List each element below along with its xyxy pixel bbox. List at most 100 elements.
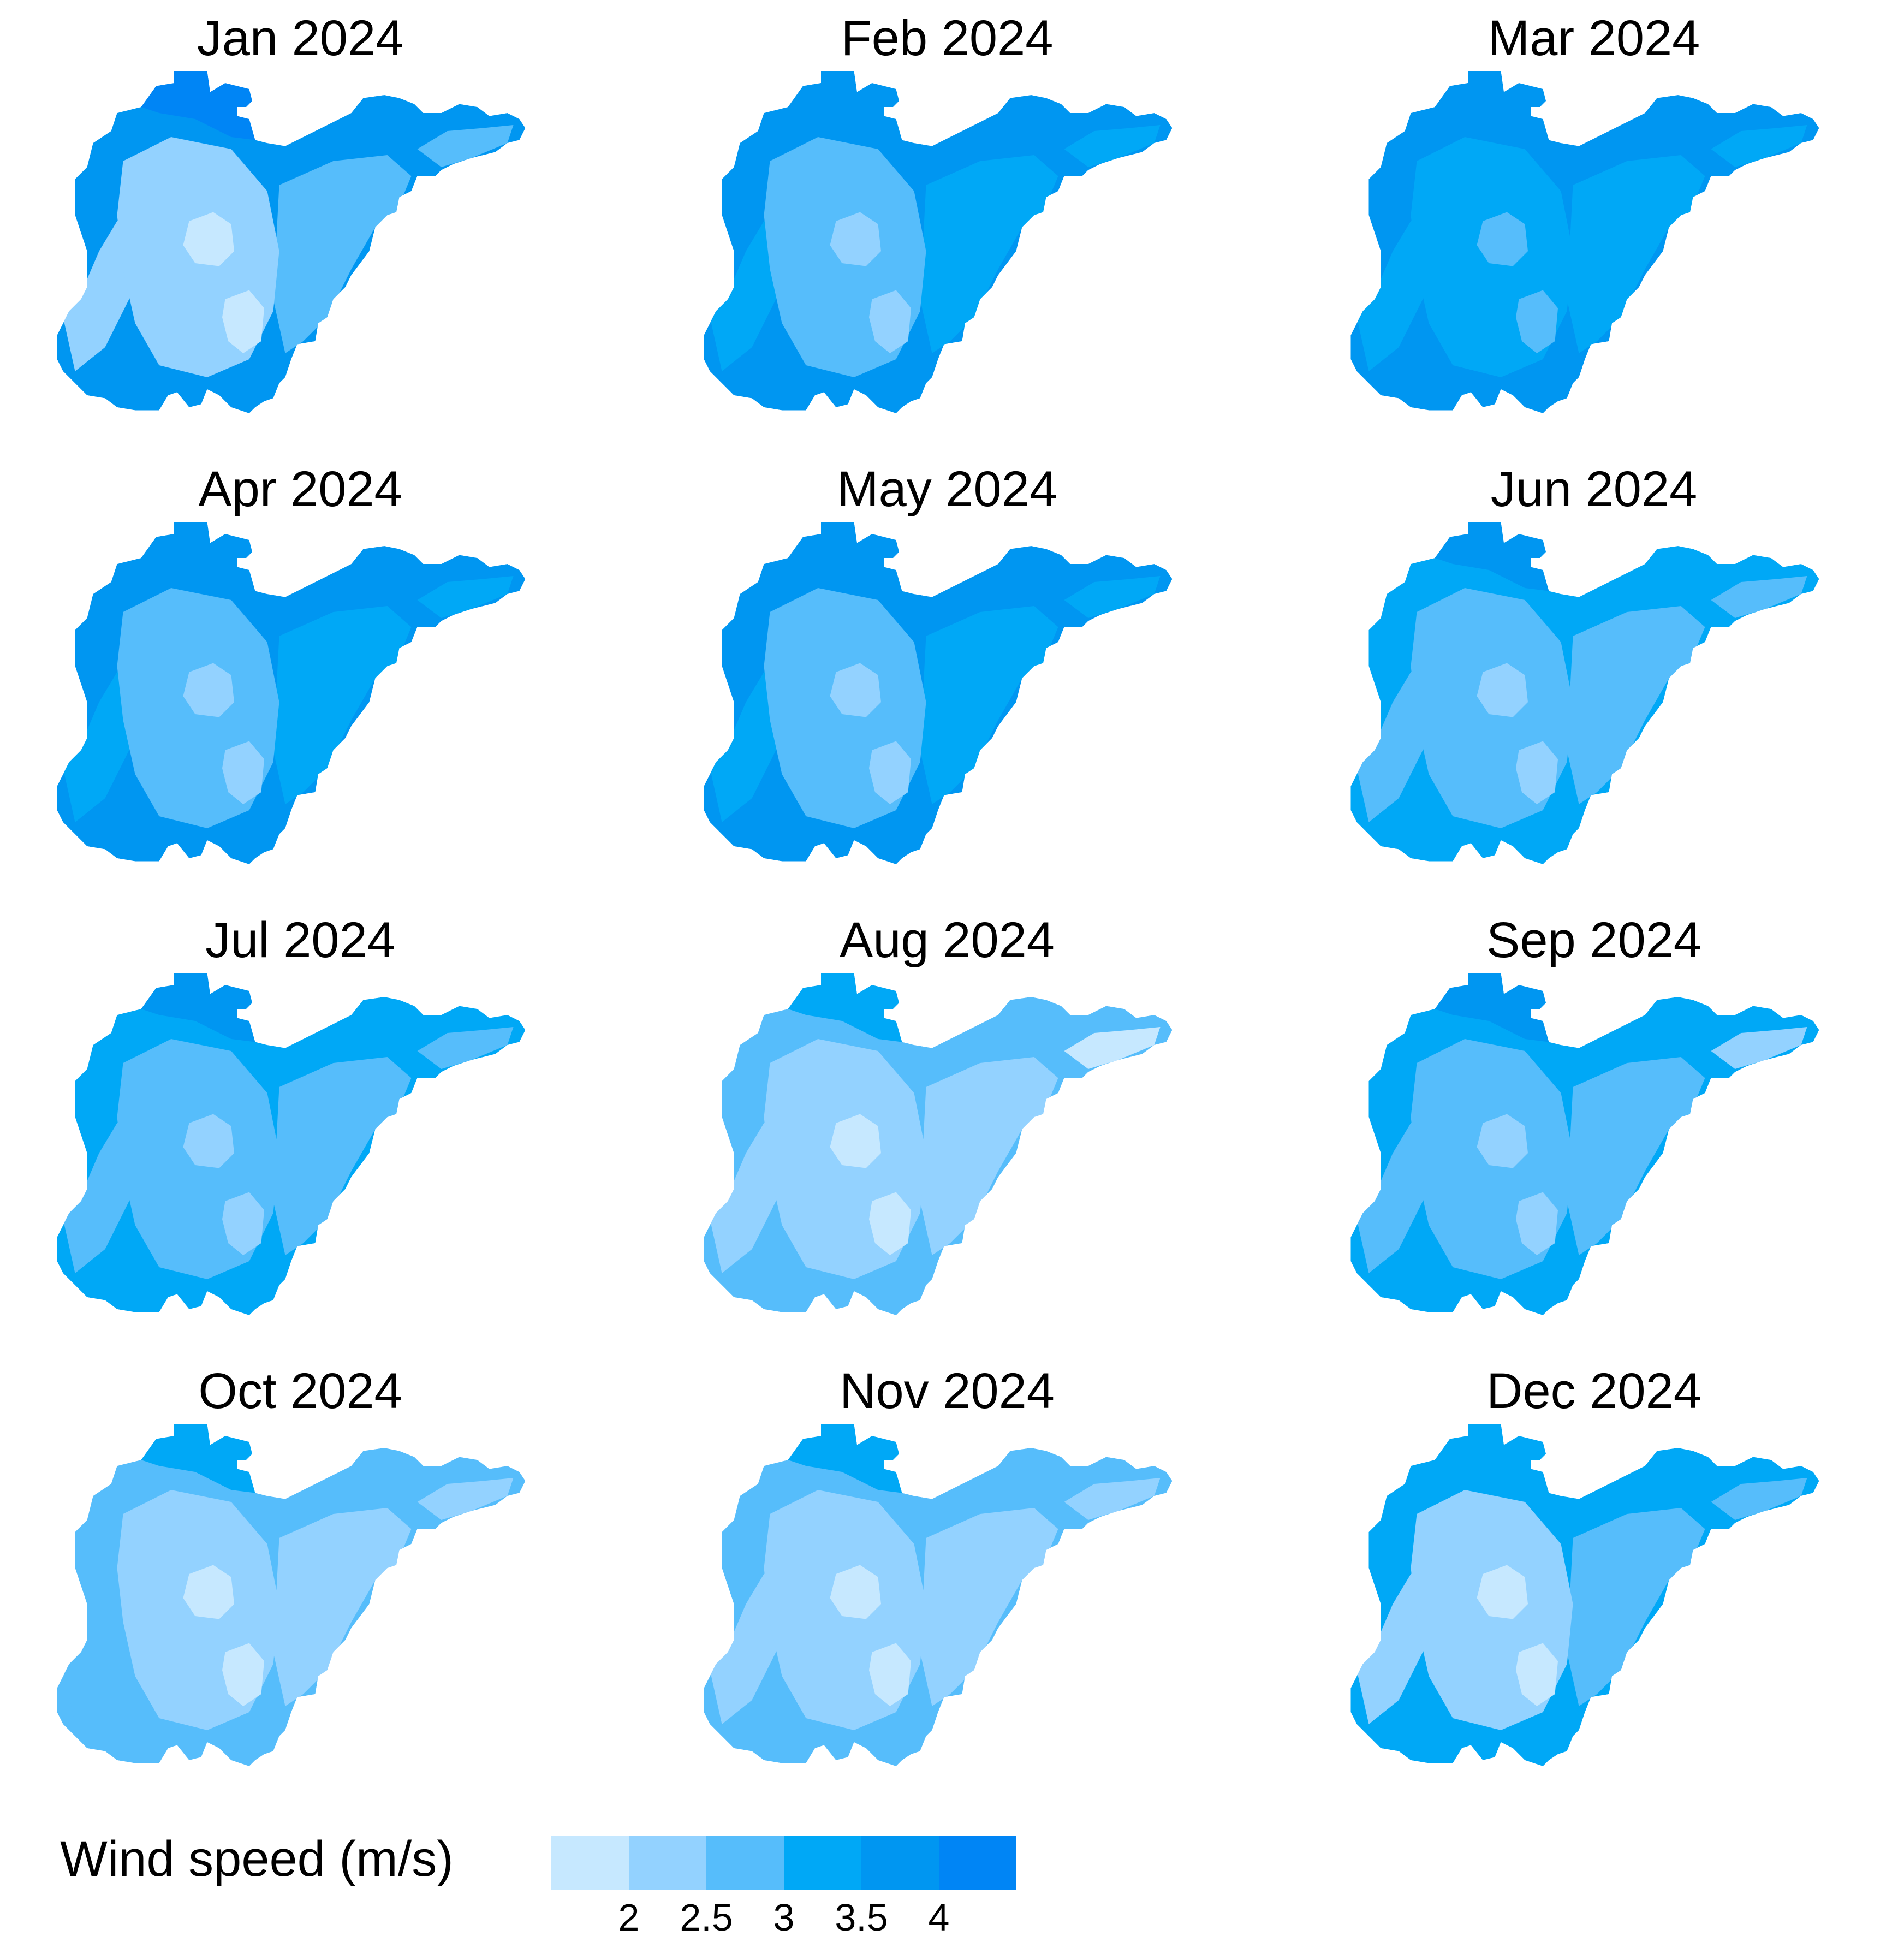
wind-speed-map	[57, 522, 526, 864]
region-center	[830, 1114, 881, 1168]
region-south	[1516, 290, 1558, 353]
region-south	[222, 741, 264, 804]
panel-title: Jun 2024	[1490, 461, 1698, 517]
region-east	[1567, 155, 1705, 353]
region-peninsula	[1711, 125, 1807, 167]
panel-title: Nov 2024	[840, 1363, 1055, 1419]
wind-speed-map	[1350, 522, 1819, 864]
region-east	[920, 155, 1058, 353]
region-south	[222, 1192, 264, 1255]
panel-title: Jan 2024	[197, 10, 404, 66]
region-north	[788, 973, 902, 1042]
panel-title: Aug 2024	[840, 912, 1055, 968]
region-north	[1435, 71, 1549, 140]
region-peninsula	[417, 576, 514, 618]
panel-title: Dec 2024	[1486, 1363, 1701, 1419]
region-east	[273, 606, 412, 804]
legend-tick-label: 3	[773, 1896, 795, 1939]
region-center	[830, 212, 881, 266]
region-peninsula	[1064, 125, 1161, 167]
region-center	[1477, 212, 1528, 266]
region-east	[273, 155, 412, 353]
map-panel: Aug 2024	[647, 902, 1247, 1352]
region-south	[1516, 1192, 1558, 1255]
region-peninsula	[1064, 576, 1161, 618]
panel-title: Apr 2024	[198, 461, 402, 517]
region-peninsula	[417, 1027, 514, 1069]
region-north	[788, 522, 902, 591]
region-north	[141, 71, 255, 140]
region-peninsula	[417, 125, 514, 167]
legend-swatch	[939, 1836, 1016, 1890]
region-north	[788, 71, 902, 140]
region-north	[141, 973, 255, 1042]
region-north	[141, 522, 255, 591]
panel-title: Mar 2024	[1487, 10, 1700, 66]
panel-title: Jul 2024	[205, 912, 395, 968]
map-panel: Feb 2024	[647, 0, 1247, 450]
map-panel: Dec 2024	[1294, 1353, 1894, 1803]
region-south	[1516, 741, 1558, 804]
wind-speed-map	[1350, 71, 1819, 413]
region-center	[1477, 1565, 1528, 1619]
region-east	[920, 1057, 1058, 1255]
region-center	[830, 1565, 881, 1619]
wind-speed-map	[57, 1424, 526, 1766]
region-south	[869, 290, 911, 353]
region-south	[869, 1643, 911, 1706]
region-south	[869, 1192, 911, 1255]
wind-speed-map	[704, 973, 1173, 1315]
region-east	[920, 1508, 1058, 1706]
region-peninsula	[1711, 1478, 1807, 1520]
region-peninsula	[417, 1478, 514, 1520]
legend-tick-label: 4	[928, 1896, 950, 1939]
region-center	[1477, 663, 1528, 717]
region-peninsula	[1711, 1027, 1807, 1069]
wind-speed-map	[57, 973, 526, 1315]
legend-tick-label: 2	[618, 1896, 640, 1939]
map-panel: Jan 2024	[0, 0, 600, 450]
region-east	[1567, 1057, 1705, 1255]
map-panel: Nov 2024	[647, 1353, 1247, 1803]
wind-speed-map	[57, 71, 526, 413]
map-panel: Jun 2024	[1294, 451, 1894, 901]
region-center	[1477, 1114, 1528, 1168]
region-north	[1435, 973, 1549, 1042]
wind-speed-map	[704, 71, 1173, 413]
region-center	[183, 663, 234, 717]
wind-speed-map	[1350, 1424, 1819, 1766]
region-center	[830, 663, 881, 717]
region-north	[1435, 1424, 1549, 1493]
legend: Wind speed (m/s) 2 2.5 3 3.5 4	[0, 1818, 1092, 1948]
region-north	[1435, 522, 1549, 591]
legend-swatch	[551, 1836, 629, 1890]
legend-tick-label: 2.5	[680, 1896, 733, 1939]
panel-title: Oct 2024	[198, 1363, 402, 1419]
region-south	[222, 290, 264, 353]
legend-swatch	[861, 1836, 939, 1890]
region-south	[869, 741, 911, 804]
map-panel: May 2024	[647, 451, 1247, 901]
region-east	[273, 1508, 412, 1706]
legend-swatch	[706, 1836, 784, 1890]
region-peninsula	[1064, 1478, 1161, 1520]
region-east	[920, 606, 1058, 804]
region-north	[788, 1424, 902, 1493]
legend-tick-label: 3.5	[835, 1896, 888, 1939]
region-south	[1516, 1643, 1558, 1706]
region-east	[273, 1057, 412, 1255]
map-panel: Apr 2024	[0, 451, 600, 901]
legend-swatch	[784, 1836, 861, 1890]
map-panel: Oct 2024	[0, 1353, 600, 1803]
region-south	[222, 1643, 264, 1706]
region-peninsula	[1064, 1027, 1161, 1069]
map-panel: Mar 2024	[1294, 0, 1894, 450]
wind-speed-map	[1350, 973, 1819, 1315]
region-east	[1567, 1508, 1705, 1706]
region-center	[183, 1114, 234, 1168]
region-center	[183, 212, 234, 266]
legend-title: Wind speed (m/s)	[60, 1831, 454, 1887]
wind-speed-map	[704, 1424, 1173, 1766]
map-panel: Sep 2024	[1294, 902, 1894, 1352]
region-north	[141, 1424, 255, 1493]
